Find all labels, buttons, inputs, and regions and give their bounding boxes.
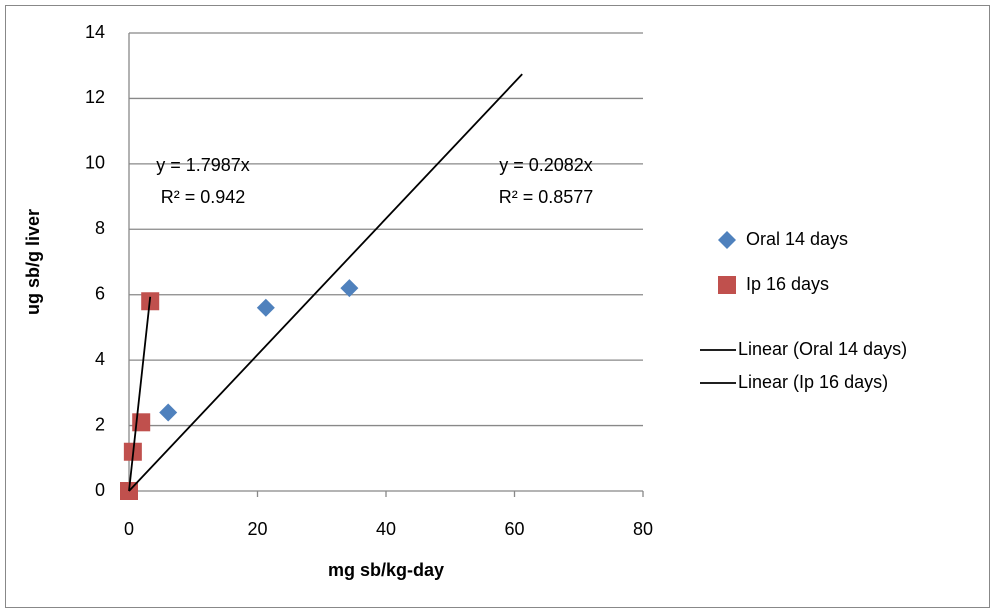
data-point <box>256 298 275 317</box>
trendline-equation: y = 0.2082x <box>499 155 593 175</box>
y-axis-title: ug sb/g liver <box>23 209 43 315</box>
legend-label: Linear (Ip 16 days) <box>738 372 888 392</box>
chart-border <box>5 5 990 608</box>
trendline <box>128 73 523 492</box>
x-tick-label: 0 <box>124 519 134 539</box>
y-tick-label: 14 <box>85 22 105 42</box>
y-tick-label: 0 <box>95 480 105 500</box>
legend-label: Linear (Oral 14 days) <box>738 339 907 359</box>
x-axis-title: mg sb/kg-day <box>328 560 444 580</box>
trendline-r2: R² = 0.8577 <box>499 187 594 207</box>
y-tick-label: 2 <box>95 414 105 434</box>
y-tick-label: 6 <box>95 283 105 303</box>
legend-label: Ip 16 days <box>746 274 829 294</box>
y-tick-label: 10 <box>85 153 105 173</box>
x-tick-label: 60 <box>504 519 524 539</box>
y-tick-label: 4 <box>95 349 105 369</box>
legend-marker <box>718 231 736 249</box>
x-tick-label: 20 <box>247 519 267 539</box>
data-point <box>340 279 359 298</box>
x-tick-label: 80 <box>633 519 653 539</box>
data-point <box>159 403 178 422</box>
legend-label: Oral 14 days <box>746 229 848 249</box>
legend-marker <box>718 276 736 294</box>
trendline <box>128 296 152 492</box>
y-tick-label: 12 <box>85 87 105 107</box>
y-tick-label: 8 <box>95 218 105 238</box>
data-point <box>132 413 151 432</box>
trendline-equation: y = 1.7987x <box>156 155 250 175</box>
trendline-r2: R² = 0.942 <box>161 187 246 207</box>
x-tick-label: 40 <box>376 519 396 539</box>
